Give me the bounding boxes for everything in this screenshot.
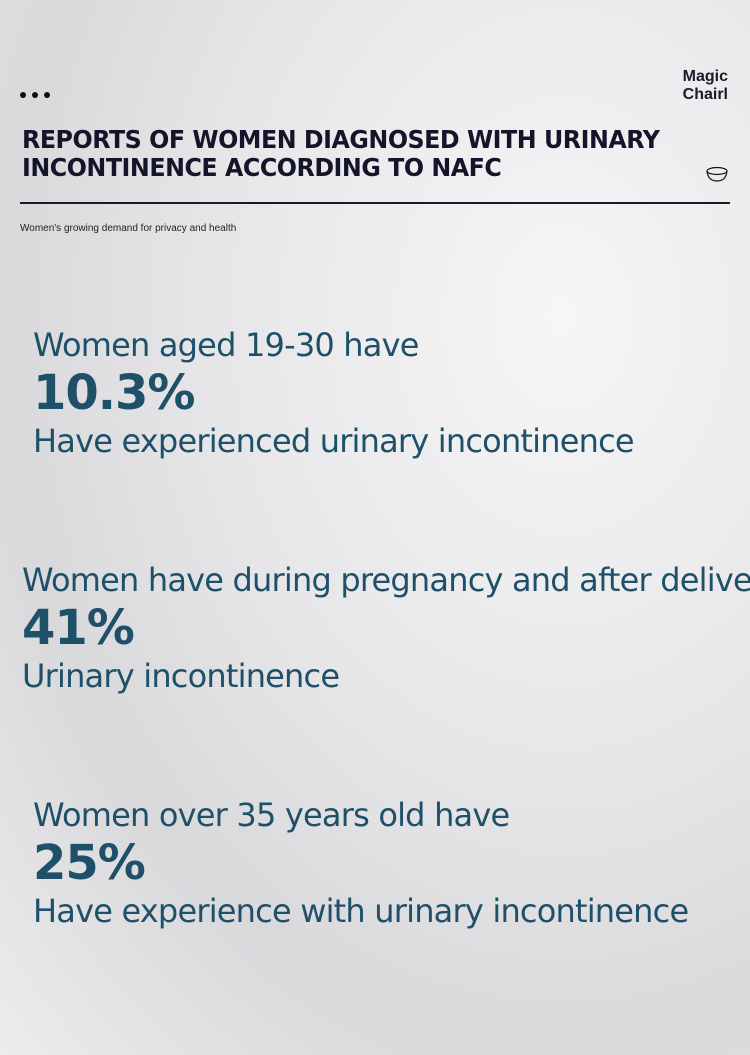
- dot: [44, 92, 50, 98]
- stat-block: Women over 35 years old have 25% Have ex…: [33, 796, 689, 930]
- stat-intro: Women have during pregnancy and after de…: [22, 561, 750, 599]
- stat-description: Have experienced urinary incontinence: [33, 422, 635, 460]
- brand-line: Magic: [682, 68, 728, 85]
- dot: [20, 92, 26, 98]
- stat-intro: Women over 35 years old have: [33, 796, 510, 834]
- stat-block: Women have during pregnancy and after de…: [22, 561, 750, 695]
- page-title: REPORTS OF WOMEN DIAGNOSED WITH URINARY …: [22, 125, 660, 182]
- stat-value: 25%: [33, 835, 146, 891]
- stat-block: Women aged 19-30 have 10.3% Have experie…: [33, 326, 635, 460]
- stat-description: Have experience with urinary incontinenc…: [33, 892, 689, 930]
- stat-value: 10.3%: [33, 365, 196, 421]
- divider: [20, 202, 730, 204]
- three-dots-icon: [20, 92, 50, 98]
- dot: [32, 92, 38, 98]
- brand-line: Chairl: [682, 86, 728, 103]
- stat-intro: Women aged 19-30 have: [33, 326, 419, 364]
- subtitle: Women's growing demand for privacy and h…: [20, 223, 237, 234]
- brand-logo: Magic Chairl: [683, 68, 728, 104]
- stat-value: 41%: [22, 600, 135, 656]
- stat-description: Urinary incontinence: [22, 657, 340, 695]
- cup-icon: [706, 166, 728, 182]
